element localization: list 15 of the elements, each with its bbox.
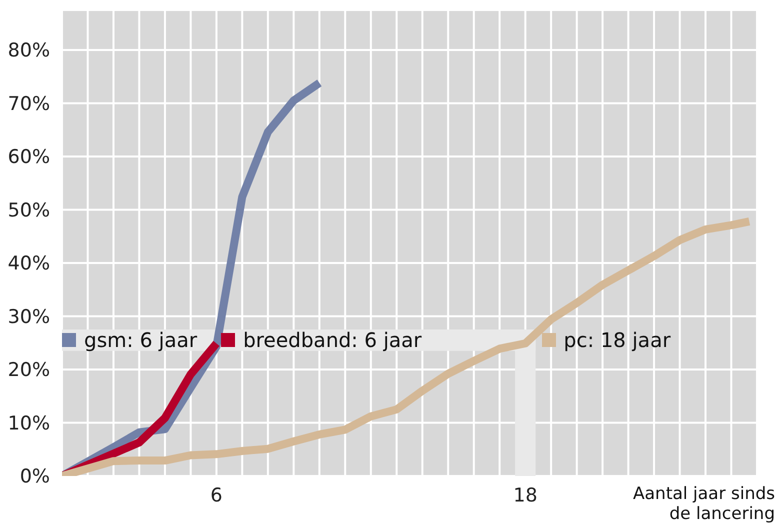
y-tick-label: 10%: [8, 412, 50, 434]
legend-label: gsm: 6 jaar: [84, 328, 198, 352]
y-tick-label: 30%: [8, 306, 50, 328]
y-tick-label: 0%: [20, 466, 50, 488]
y-tick-label: 60%: [8, 146, 50, 168]
x-tick-label: 18: [513, 484, 538, 506]
legend-label: pc: 18 jaar: [564, 328, 671, 352]
y-tick-label: 80%: [8, 40, 50, 62]
y-tick-label: 70%: [8, 92, 50, 115]
y-tick-label: 50%: [8, 199, 50, 222]
y-tick-label: 40%: [8, 252, 50, 275]
legend-label: breedband: 6 jaar: [243, 328, 422, 352]
x-axis-title: Aantal jaar sinds de lancering: [632, 484, 775, 524]
y-tick-label: 20%: [8, 359, 50, 382]
x-tick-label: 6: [210, 484, 222, 506]
